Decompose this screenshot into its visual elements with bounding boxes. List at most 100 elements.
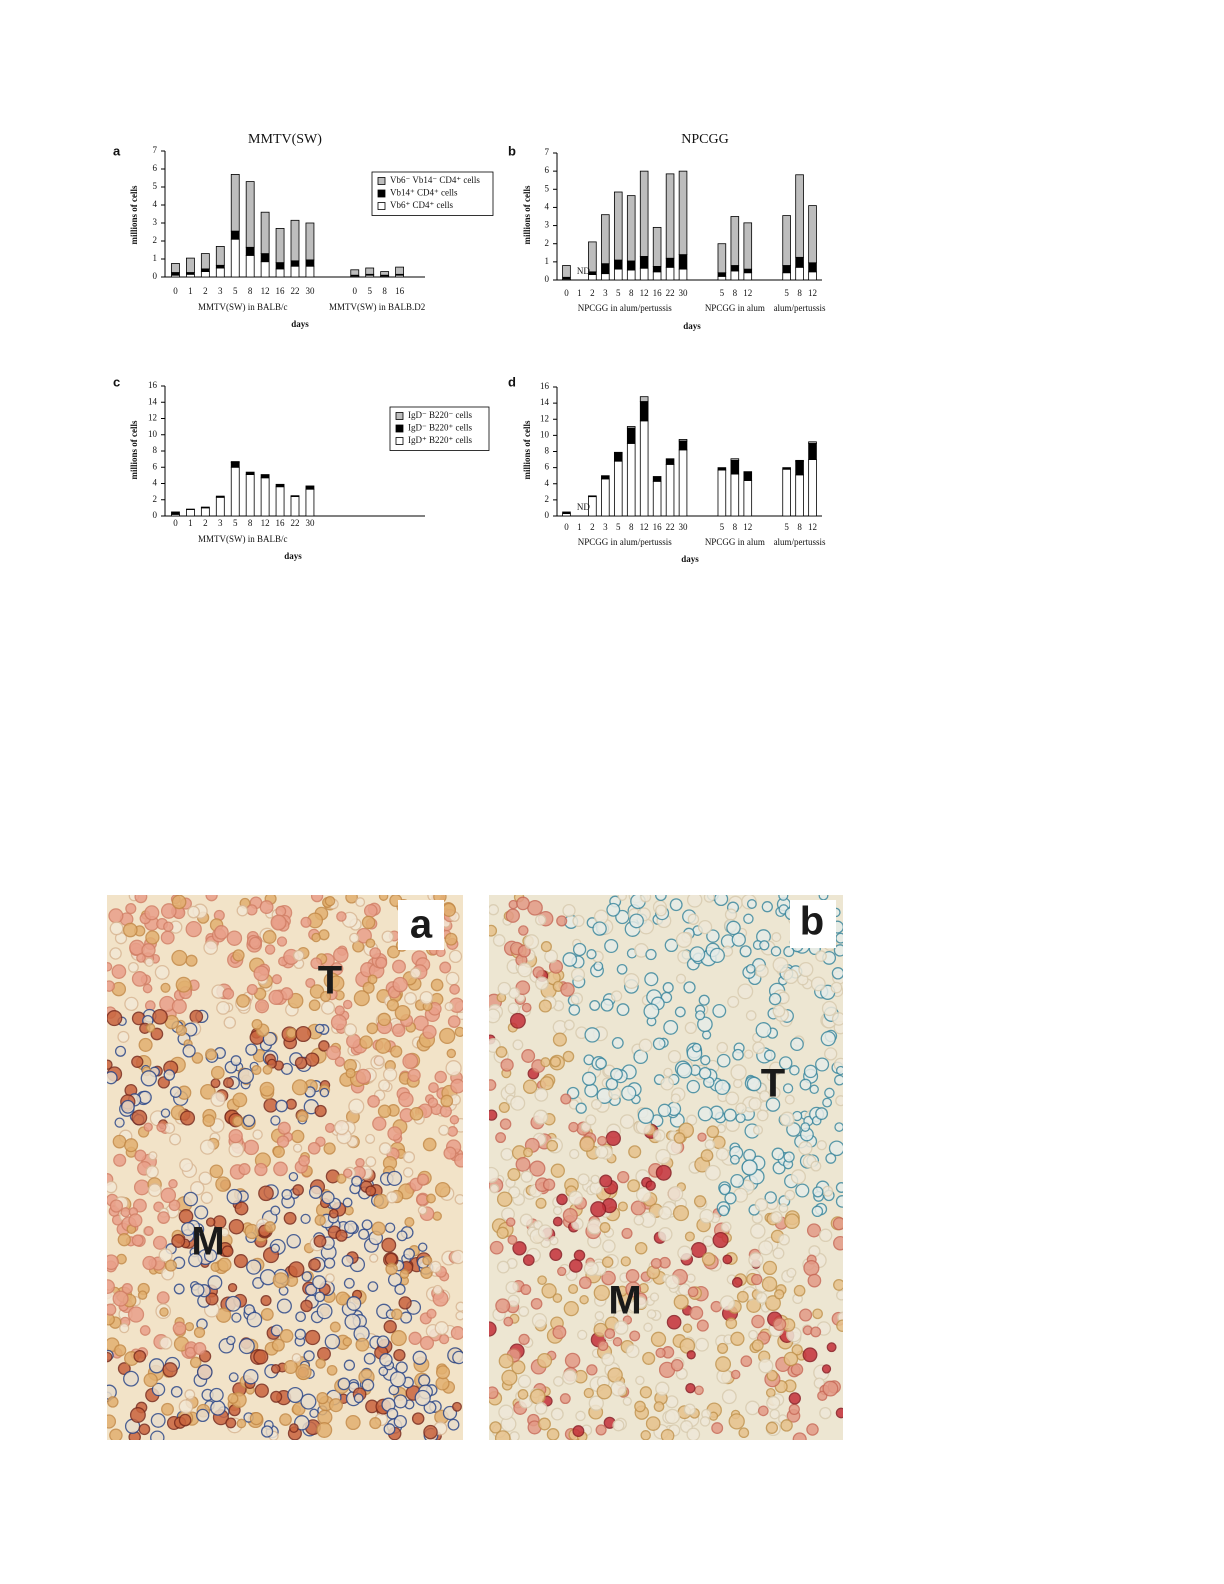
cell xyxy=(625,1281,642,1298)
cell xyxy=(836,1289,843,1301)
cell xyxy=(507,1234,518,1245)
x-axis-label: days xyxy=(291,319,309,329)
bar-segment xyxy=(601,478,610,517)
x-tick-label: 22 xyxy=(291,518,300,528)
cell xyxy=(667,1049,682,1064)
y-axis-label: millions of cells xyxy=(522,420,532,479)
cell xyxy=(563,1019,575,1031)
cell xyxy=(644,972,659,987)
bar-segment xyxy=(171,511,180,515)
cell xyxy=(652,1037,666,1051)
y-tick-label: 2 xyxy=(153,235,158,245)
cell xyxy=(351,1175,363,1187)
cell xyxy=(119,1322,130,1334)
cell xyxy=(529,1160,546,1177)
cell xyxy=(188,1252,203,1268)
cell xyxy=(713,895,729,907)
cell xyxy=(159,1307,169,1317)
cell xyxy=(143,1226,154,1236)
cell xyxy=(590,1201,607,1218)
cell xyxy=(627,1179,641,1193)
cell xyxy=(372,1116,387,1131)
cell xyxy=(770,946,782,957)
cell xyxy=(799,1078,812,1091)
cell xyxy=(375,1037,392,1054)
cell xyxy=(495,1298,511,1314)
cell xyxy=(663,1067,673,1078)
cell xyxy=(336,911,347,922)
cell xyxy=(373,1055,385,1067)
cell xyxy=(251,1018,263,1030)
cell xyxy=(292,1184,304,1196)
cell xyxy=(511,1360,526,1375)
cell xyxy=(346,1296,362,1311)
cell xyxy=(205,1292,219,1306)
cell xyxy=(519,1213,533,1227)
cell xyxy=(835,1065,843,1076)
cell xyxy=(414,1389,431,1407)
cell xyxy=(232,1092,248,1108)
bar-segment xyxy=(639,170,649,257)
cell xyxy=(533,1109,549,1125)
bar-segment xyxy=(200,253,210,270)
bar-segment xyxy=(795,459,804,462)
bar-segment xyxy=(305,222,315,261)
cell xyxy=(222,987,235,1000)
cell xyxy=(365,1133,376,1144)
group-label: NPCGG in alum/pertussis xyxy=(578,303,673,313)
cell xyxy=(142,983,153,994)
cell xyxy=(538,999,552,1013)
cell xyxy=(450,1326,463,1340)
cell xyxy=(724,908,738,921)
cell xyxy=(573,1249,586,1262)
legend-swatch xyxy=(377,202,386,210)
cell xyxy=(133,1179,150,1196)
bar-segment xyxy=(613,460,623,517)
cell xyxy=(783,1351,799,1367)
cell xyxy=(402,1151,416,1164)
cell xyxy=(492,934,506,947)
cell xyxy=(795,1183,810,1198)
cell xyxy=(818,895,829,901)
cell xyxy=(124,1138,139,1153)
cell xyxy=(712,1003,727,1018)
bar-segment xyxy=(717,272,727,277)
cell xyxy=(226,1335,236,1346)
bar-segment xyxy=(717,469,727,517)
cell xyxy=(687,1286,699,1298)
cell xyxy=(403,1248,415,1260)
cell xyxy=(619,1114,635,1129)
cell xyxy=(454,1194,463,1205)
legend-swatch xyxy=(395,412,404,420)
cell xyxy=(541,1283,557,1299)
cell xyxy=(445,1060,462,1077)
cell xyxy=(530,1297,543,1310)
cell xyxy=(444,1001,454,1012)
cell xyxy=(181,1221,196,1237)
cell xyxy=(521,1002,532,1013)
cell xyxy=(695,1010,706,1021)
cell xyxy=(202,1114,216,1127)
cell xyxy=(122,922,138,938)
x-tick-label: 16 xyxy=(276,518,286,528)
cell xyxy=(784,1094,795,1105)
cell xyxy=(276,936,288,947)
cell xyxy=(759,1090,771,1102)
cell xyxy=(494,1430,511,1440)
cell xyxy=(283,1211,297,1225)
cell xyxy=(175,976,192,993)
cell xyxy=(384,1222,396,1233)
cell xyxy=(579,1294,589,1305)
cell xyxy=(610,1380,627,1397)
cell xyxy=(189,1356,202,1369)
x-tick-label: 5 xyxy=(616,522,621,532)
cell xyxy=(270,1243,281,1254)
cell xyxy=(270,1205,281,1216)
bar-segment xyxy=(795,460,804,476)
cell xyxy=(184,1389,196,1401)
cell xyxy=(345,1068,356,1079)
cell xyxy=(766,1369,778,1382)
cell xyxy=(617,1201,628,1212)
x-tick-label: 16 xyxy=(395,286,405,296)
